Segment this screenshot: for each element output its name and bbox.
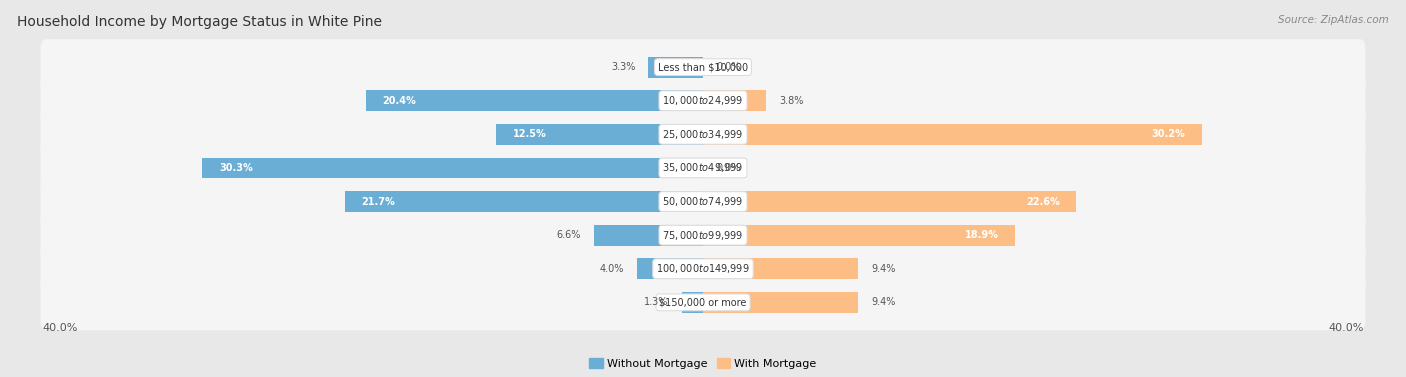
Text: 4.0%: 4.0% bbox=[599, 264, 624, 274]
FancyBboxPatch shape bbox=[41, 207, 1365, 263]
Text: 20.4%: 20.4% bbox=[382, 96, 416, 106]
Text: 9.4%: 9.4% bbox=[872, 297, 896, 307]
Bar bbox=[703, 124, 1202, 145]
Bar bbox=[703, 292, 858, 313]
Text: $10,000 to $24,999: $10,000 to $24,999 bbox=[662, 94, 744, 107]
Text: 22.6%: 22.6% bbox=[1026, 196, 1060, 207]
Text: 30.3%: 30.3% bbox=[219, 163, 253, 173]
Text: 0.0%: 0.0% bbox=[716, 62, 741, 72]
Bar bbox=[703, 225, 1015, 245]
Bar bbox=[366, 90, 703, 111]
FancyBboxPatch shape bbox=[41, 107, 1365, 162]
Bar bbox=[703, 191, 1077, 212]
Text: 3.8%: 3.8% bbox=[779, 96, 803, 106]
FancyBboxPatch shape bbox=[41, 39, 1365, 95]
Bar bbox=[648, 57, 703, 78]
Bar bbox=[202, 158, 703, 178]
FancyBboxPatch shape bbox=[41, 241, 1365, 297]
Text: $50,000 to $74,999: $50,000 to $74,999 bbox=[662, 195, 744, 208]
Text: 6.6%: 6.6% bbox=[557, 230, 581, 240]
Bar bbox=[703, 90, 766, 111]
Text: 40.0%: 40.0% bbox=[42, 323, 77, 333]
Bar bbox=[682, 292, 703, 313]
Text: 0.0%: 0.0% bbox=[716, 163, 741, 173]
Text: Source: ZipAtlas.com: Source: ZipAtlas.com bbox=[1278, 15, 1389, 25]
Text: $25,000 to $34,999: $25,000 to $34,999 bbox=[662, 128, 744, 141]
Legend: Without Mortgage, With Mortgage: Without Mortgage, With Mortgage bbox=[589, 359, 817, 369]
FancyBboxPatch shape bbox=[41, 140, 1365, 196]
FancyBboxPatch shape bbox=[41, 73, 1365, 129]
Bar bbox=[637, 258, 703, 279]
Text: 30.2%: 30.2% bbox=[1152, 129, 1185, 139]
FancyBboxPatch shape bbox=[41, 274, 1365, 330]
Bar bbox=[593, 225, 703, 245]
Bar bbox=[496, 124, 703, 145]
Text: $100,000 to $149,999: $100,000 to $149,999 bbox=[657, 262, 749, 275]
FancyBboxPatch shape bbox=[41, 174, 1365, 229]
Text: Household Income by Mortgage Status in White Pine: Household Income by Mortgage Status in W… bbox=[17, 15, 382, 29]
Text: Less than $10,000: Less than $10,000 bbox=[658, 62, 748, 72]
Text: $75,000 to $99,999: $75,000 to $99,999 bbox=[662, 228, 744, 242]
Text: 1.3%: 1.3% bbox=[644, 297, 668, 307]
Text: $35,000 to $49,999: $35,000 to $49,999 bbox=[662, 161, 744, 175]
Bar bbox=[344, 191, 703, 212]
Text: 21.7%: 21.7% bbox=[361, 196, 395, 207]
Text: 3.3%: 3.3% bbox=[610, 62, 636, 72]
Text: $150,000 or more: $150,000 or more bbox=[659, 297, 747, 307]
Text: 9.4%: 9.4% bbox=[872, 264, 896, 274]
Text: 12.5%: 12.5% bbox=[513, 129, 547, 139]
Bar bbox=[703, 258, 858, 279]
Text: 40.0%: 40.0% bbox=[1329, 323, 1364, 333]
Text: 18.9%: 18.9% bbox=[965, 230, 998, 240]
